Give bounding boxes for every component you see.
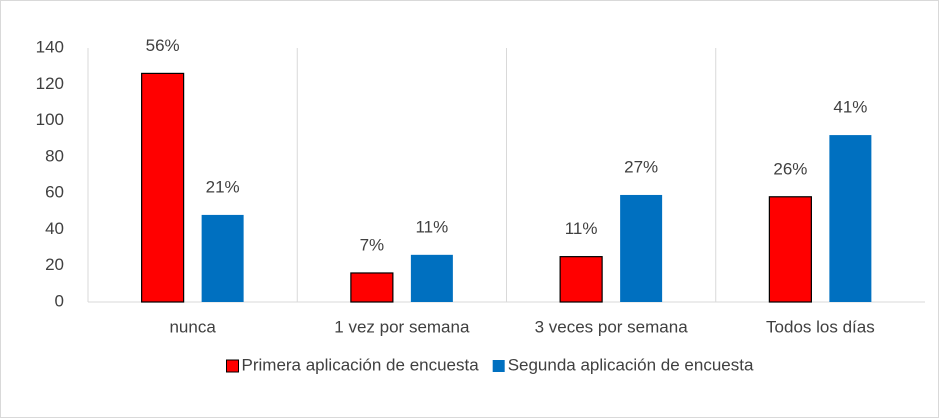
- x-tick-label: nunca: [169, 317, 216, 336]
- legend-swatch: [226, 359, 239, 373]
- y-tick-label: 20: [45, 255, 64, 274]
- data-label: 11%: [415, 217, 448, 236]
- data-label: 41%: [833, 98, 867, 117]
- legend-label: Segunda aplicación de encuesta: [508, 355, 754, 374]
- x-tick-label: Todos los días: [766, 317, 875, 336]
- y-tick-label: 60: [45, 183, 64, 202]
- bar: [201, 214, 244, 302]
- bar: [141, 72, 185, 303]
- data-label: 7%: [360, 235, 385, 254]
- bar: [620, 194, 663, 302]
- bar: [350, 272, 394, 303]
- y-tick-label: 120: [36, 74, 64, 93]
- legend-label: Primera aplicación de encuesta: [242, 355, 480, 374]
- bar: [559, 256, 603, 303]
- legend-swatch: [492, 360, 505, 372]
- bar: [410, 254, 453, 302]
- y-tick-label: 100: [36, 110, 64, 129]
- y-tick-label: 140: [36, 37, 64, 56]
- x-tick-label: 1 vez por semana: [334, 317, 470, 336]
- y-tick-label: 0: [55, 291, 64, 310]
- data-label: 21%: [206, 177, 240, 196]
- data-label: 11%: [565, 219, 598, 238]
- x-tick-label: 3 veces por semana: [535, 317, 689, 336]
- bar: [768, 196, 812, 303]
- data-label: 27%: [624, 157, 658, 176]
- data-label: 56%: [146, 36, 180, 55]
- bar: [829, 135, 872, 302]
- data-label: 26%: [773, 159, 807, 178]
- y-tick-label: 80: [45, 146, 64, 165]
- y-tick-label: 40: [45, 219, 64, 238]
